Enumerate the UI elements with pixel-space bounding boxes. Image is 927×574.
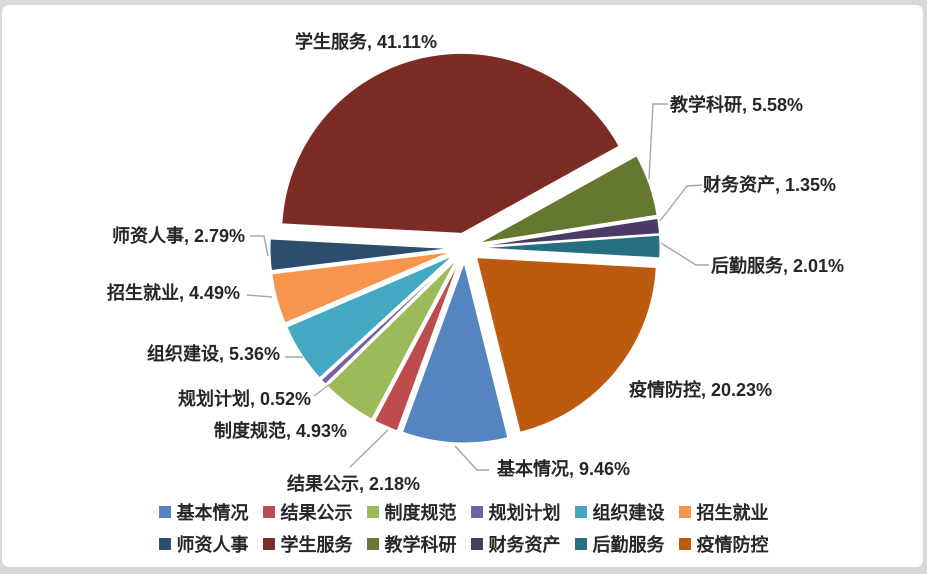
legend-label: 组织建设 <box>592 503 665 523</box>
pie-slice-5 <box>271 251 451 324</box>
pie-slice-1 <box>374 261 460 432</box>
pie-slice-8 <box>478 155 658 244</box>
pie-slice-11 <box>475 257 657 433</box>
legend-row-1: 基本情况 结果公示 制度规范 规划计划 组织建设 招生就业 <box>0 499 927 525</box>
legend-swatch-icon <box>574 538 587 550</box>
legend-swatch-icon <box>574 506 587 518</box>
leader-line-jiben <box>454 445 489 471</box>
legend-swatch-icon <box>262 538 275 550</box>
legend-item-7: 学生服务 <box>262 531 353 557</box>
legend-label: 基本情况 <box>176 503 249 523</box>
legend-item-4: 组织建设 <box>574 499 665 525</box>
data-label-1: 结果公示, 2.18% <box>287 474 421 494</box>
legend-label: 学生服务 <box>280 535 353 555</box>
legend-swatch-icon <box>158 538 171 550</box>
pie-slice-9 <box>479 217 661 247</box>
legend-label: 制度规范 <box>384 503 457 523</box>
legend-label: 疫情防控 <box>696 535 769 555</box>
data-label-10: 后勤服务, 2.01% <box>711 256 845 276</box>
legend-item-8: 教学科研 <box>366 531 457 557</box>
legend-item-6: 师资人事 <box>158 531 249 557</box>
legend-item-9: 财务资产 <box>470 531 561 557</box>
data-label-5: 招生就业, 4.49% <box>107 283 241 303</box>
legend-label: 师资人事 <box>176 535 249 555</box>
legend-swatch-icon <box>366 506 379 518</box>
legend-item-3: 规划计划 <box>470 499 561 525</box>
legend-label: 教学科研 <box>384 535 457 555</box>
pie-slice-7 <box>281 52 620 234</box>
legend-item-0: 基本情况 <box>158 499 249 525</box>
data-label-7: 学生服务, 41.11% <box>295 32 438 52</box>
legend-swatch-icon <box>262 506 275 518</box>
data-label-2: 制度规范, 4.93% <box>214 421 348 441</box>
data-label-11: 疫情防控, 20.23% <box>629 380 773 400</box>
legend-swatch-icon <box>158 506 171 518</box>
pie-slice-6 <box>269 238 451 272</box>
legend-label: 后勤服务 <box>592 535 665 555</box>
leader-line-jiaoxue <box>648 103 668 180</box>
pie-slices-group <box>269 52 661 444</box>
data-label-3: 规划计划, 0.52% <box>178 389 312 409</box>
legend-swatch-icon <box>470 538 483 550</box>
pie-slice-0 <box>401 261 509 444</box>
leader-line-zhaosheng <box>246 294 273 298</box>
legend-item-11: 疫情防控 <box>678 531 769 557</box>
legend-row-2: 师资人事 学生服务 教学科研 财务资产 后勤服务 疫情防控 <box>0 531 927 557</box>
legend-item-5: 招生就业 <box>678 499 769 525</box>
pie-slice-3 <box>320 257 455 385</box>
legend-label: 规划计划 <box>488 503 561 523</box>
legend-item-2: 制度规范 <box>366 499 457 525</box>
pie-slice-4 <box>286 255 453 379</box>
leader-lines-group <box>246 103 709 471</box>
leader-line-jieguo <box>349 429 389 468</box>
data-label-0: 基本情况, 9.46% <box>497 459 631 479</box>
legend-swatch-icon <box>678 506 691 518</box>
legend-label: 招生就业 <box>696 503 769 523</box>
legend-swatch-icon <box>470 506 483 518</box>
leader-line-caiwu <box>659 184 703 222</box>
data-label-6: 师资人事, 2.79% <box>112 226 246 246</box>
legend-swatch-icon <box>678 538 691 550</box>
leader-line-shizi <box>250 235 269 257</box>
legend-item-10: 后勤服务 <box>574 531 665 557</box>
data-label-4: 组织建设, 5.36% <box>147 344 281 364</box>
leader-line-guihua <box>313 383 331 397</box>
legend-swatch-icon <box>366 538 379 550</box>
data-label-8: 教学科研, 5.58% <box>670 95 804 115</box>
data-label-9: 财务资产, 1.35% <box>703 175 837 195</box>
leader-line-houqin <box>660 242 709 266</box>
legend-label: 财务资产 <box>488 535 561 555</box>
legend-label: 结果公示 <box>280 503 353 523</box>
pie-slice-10 <box>479 234 661 259</box>
legend-item-1: 结果公示 <box>262 499 353 525</box>
